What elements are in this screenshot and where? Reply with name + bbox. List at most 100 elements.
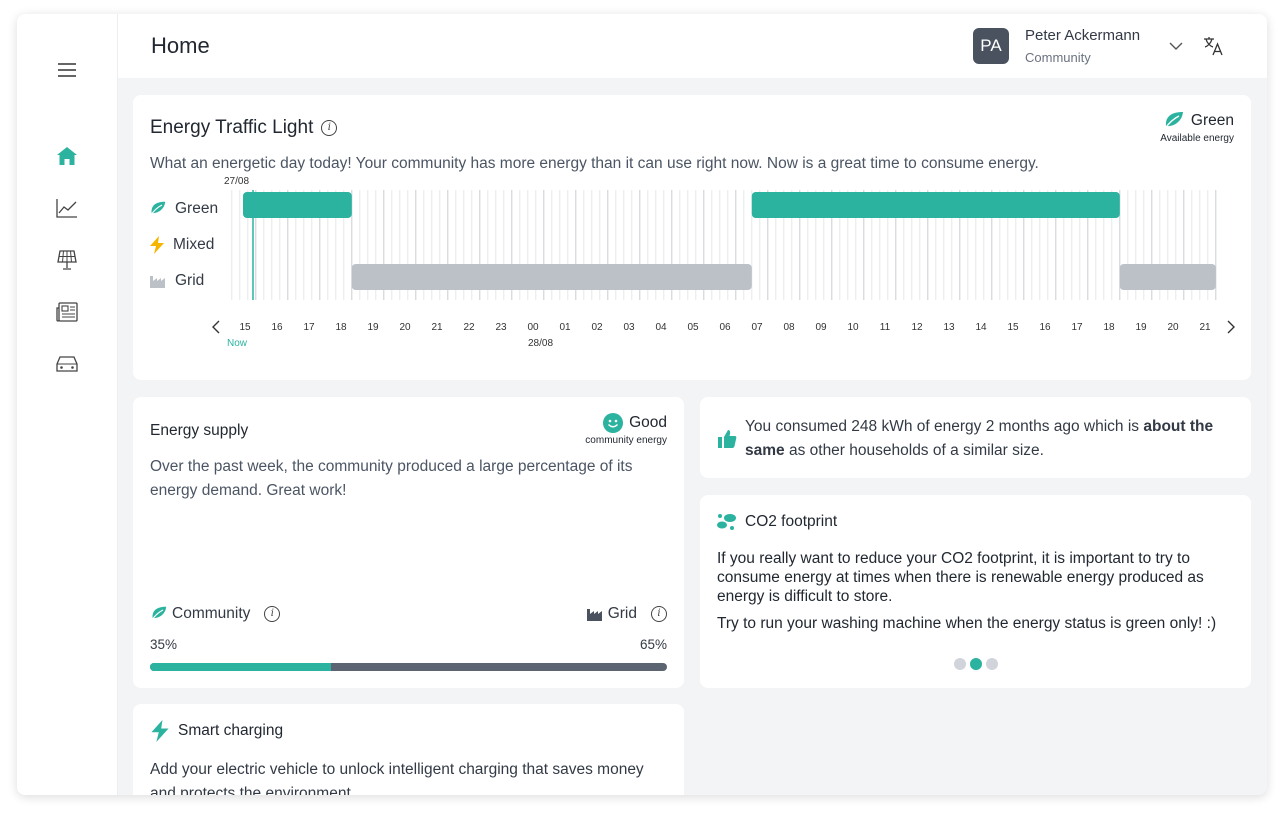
consumption-card: You consumed 248 kWh of energy 2 months … <box>700 397 1251 478</box>
leaf-icon <box>150 606 167 622</box>
factory-icon <box>150 276 165 288</box>
top-bar: Home PA Peter Ackermann Community <box>118 14 1267 78</box>
axis-tick-label: 06 <box>719 322 731 333</box>
factory-icon <box>586 609 602 621</box>
axis-tick-label: 16 <box>271 322 283 333</box>
axis-tick-label: 17 <box>303 322 315 333</box>
axis-tick-label: 18 <box>1103 322 1115 333</box>
community-label: Community i <box>150 605 281 623</box>
consumption-text: You consumed 248 kWh of energy 2 months … <box>745 418 1214 459</box>
timeline-prev-arrow[interactable] <box>210 319 222 340</box>
axis-tick-label: 07 <box>751 322 763 333</box>
timeline-segment-green <box>751 192 1120 218</box>
smart-charging-card: Smart charging Add your electric vehicle… <box>133 704 684 795</box>
avatar[interactable]: PA <box>973 28 1009 64</box>
status-badge: Green Available energy <box>1160 111 1234 144</box>
traffic-light-card: Energy Traffic Light i Green Available e… <box>133 95 1251 380</box>
smiley-icon <box>603 413 624 433</box>
energy-timeline-chart <box>231 190 1217 300</box>
info-icon[interactable]: i <box>321 120 338 136</box>
carousel-dots <box>700 658 1251 670</box>
axis-tick-label: 17 <box>1071 322 1083 333</box>
info-icon[interactable]: i <box>264 606 281 622</box>
leaf-icon <box>1163 112 1183 131</box>
leaf-icon <box>149 201 166 217</box>
supply-status-badge: Good community energy <box>585 413 667 446</box>
user-role: Community <box>1025 50 1091 65</box>
axis-tick-label: 02 <box>591 322 603 333</box>
co2-card: CO2 footprint If you really want to redu… <box>700 495 1251 688</box>
traffic-light-description: What an energetic day today! Your commun… <box>150 155 1039 172</box>
carousel-dot[interactable] <box>953 658 966 670</box>
row-label-green: Green <box>149 200 218 218</box>
solar-panel-icon[interactable] <box>55 248 79 272</box>
axis-tick-label: 11 <box>879 322 891 333</box>
thumbs-up-icon <box>717 429 737 454</box>
now-label: Now <box>227 338 248 349</box>
status-label: Green <box>1190 112 1234 129</box>
row-label-grid: Grid <box>149 272 204 290</box>
timeline-segment-grid <box>351 264 752 290</box>
co2-paragraph-2: Try to run your washing machine when the… <box>717 615 1217 632</box>
axis-tick-label: 20 <box>399 322 411 333</box>
axis-tick-label: 01 <box>559 322 571 333</box>
supply-progress-bar <box>150 663 667 671</box>
car-icon[interactable] <box>55 352 79 376</box>
axis-tick-label: 16 <box>1039 322 1051 333</box>
translate-icon[interactable] <box>1202 34 1226 58</box>
axis-tick-label: 13 <box>943 322 955 333</box>
axis-tick-label: 21 <box>431 322 443 333</box>
menu-icon[interactable] <box>55 58 79 82</box>
smart-charging-header: Smart charging <box>150 720 283 742</box>
axis-tick-label: 12 <box>911 322 923 333</box>
axis-tick-label: 18 <box>335 322 347 333</box>
axis-tick-label: 10 <box>847 322 859 333</box>
info-icon[interactable]: i <box>651 606 667 622</box>
sidebar <box>17 14 118 795</box>
community-percent: 35% <box>150 637 178 652</box>
row-label-mixed: Mixed <box>149 236 214 254</box>
axis-tick-label: 21 <box>1199 322 1211 333</box>
app-window: Home PA Peter Ackermann Community Energy… <box>17 14 1267 795</box>
axis-tick-label: 09 <box>815 322 827 333</box>
grid-label: Grid i <box>586 605 667 623</box>
axis-tick-label: 00 <box>527 322 539 333</box>
community-progress-fill <box>150 663 331 671</box>
carousel-dot[interactable] <box>985 658 998 670</box>
co2-paragraph-1: If you really want to reduce your CO2 fo… <box>717 550 1204 605</box>
timeline-next-arrow[interactable] <box>1225 319 1237 340</box>
energy-supply-description: Over the past week, the community produc… <box>150 458 633 499</box>
chart-icon[interactable] <box>55 196 79 220</box>
energy-supply-title: Energy supply <box>150 422 249 439</box>
co2-header: CO2 footprint <box>717 513 837 531</box>
axis-tick-label: 04 <box>655 322 667 333</box>
axis-tick-label: 19 <box>367 322 379 333</box>
axis-tick-label: 20 <box>1167 322 1179 333</box>
axis-tick-label: 19 <box>1135 322 1147 333</box>
date-start-label: 27/08 <box>224 176 250 187</box>
axis-tick-label: 14 <box>975 322 987 333</box>
axis-tick-label: 05 <box>687 322 699 333</box>
status-sublabel: Available energy <box>1160 133 1234 144</box>
axis-tick-label: 23 <box>495 322 507 333</box>
timeline-segment-grid <box>1119 264 1216 290</box>
home-icon[interactable] <box>55 144 79 168</box>
news-icon[interactable] <box>55 300 79 324</box>
chevron-down-icon[interactable] <box>1168 38 1184 54</box>
page-title: Home <box>151 33 210 58</box>
footprint-icon <box>717 514 736 530</box>
timeline-segment-green <box>243 192 352 218</box>
date-next-label: 28/08 <box>528 338 554 349</box>
lightning-icon <box>150 236 164 254</box>
user-name[interactable]: Peter Ackermann <box>1025 27 1141 44</box>
lightning-icon <box>151 720 169 742</box>
smart-charging-description: Add your electric vehicle to unlock inte… <box>150 761 644 795</box>
carousel-dot[interactable] <box>969 658 982 670</box>
axis-tick-label: 03 <box>623 322 635 333</box>
axis-tick-label: 15 <box>239 322 251 333</box>
axis-tick-label: 15 <box>1007 322 1019 333</box>
grid-percent: 65% <box>639 637 667 652</box>
axis-tick-label: 08 <box>783 322 795 333</box>
axis-tick-label: 22 <box>463 322 475 333</box>
energy-supply-card: Energy supply Good community energy Over… <box>133 397 684 688</box>
